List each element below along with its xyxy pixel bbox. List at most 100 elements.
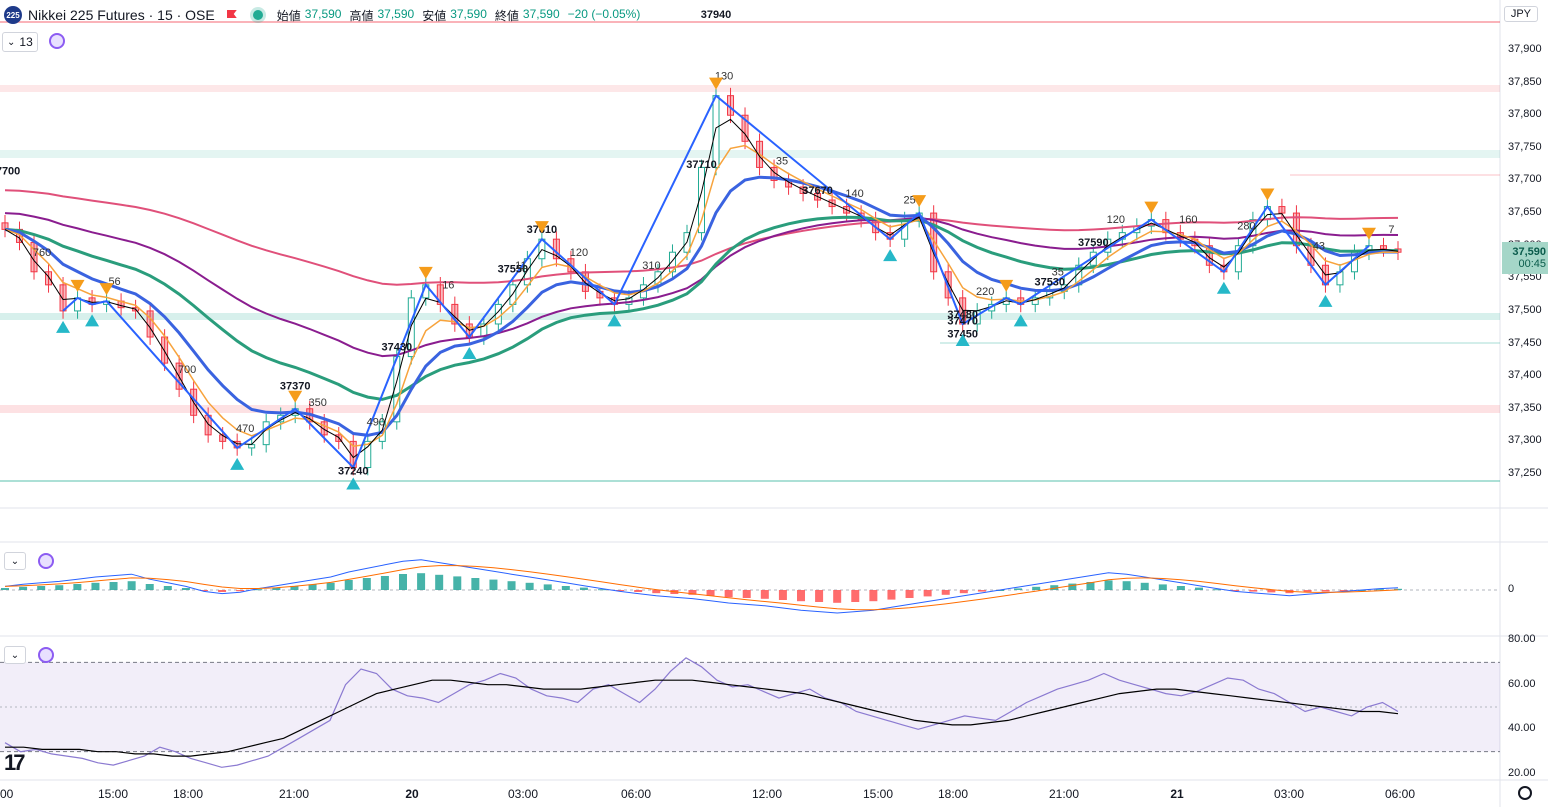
candle-body — [320, 421, 328, 436]
candle-body — [219, 434, 227, 442]
macd-histogram-bar — [1014, 588, 1023, 590]
macd-collapse-button[interactable]: ⌄ — [4, 552, 26, 570]
time-tick-label: 15:00 — [862, 787, 894, 801]
candle-body — [1234, 245, 1242, 273]
sync-icon[interactable] — [38, 553, 54, 569]
buy-signal-icon — [607, 314, 622, 327]
macd-histogram-bar — [1267, 590, 1276, 593]
macd-histogram-bar — [1213, 589, 1222, 591]
macd-histogram-bar — [652, 590, 661, 594]
buy-signal-icon — [883, 249, 898, 262]
swing-label: 35 — [776, 155, 788, 167]
ma-line-teal — [4, 215, 1399, 401]
macd-histogram-bar — [634, 590, 643, 592]
macd-histogram-bar — [579, 587, 588, 590]
macd-histogram-bar — [688, 590, 697, 595]
time-tick-label: 18:00 — [172, 787, 204, 801]
price-tick-label: 37,750 — [1508, 140, 1542, 153]
rsi-ma-line — [5, 679, 1399, 757]
macd-histogram-bar — [923, 590, 932, 597]
indicator-collapse-button[interactable]: ⌄ 13 — [2, 32, 38, 52]
pivot-label: 37430 — [381, 342, 412, 354]
swing-label: 760 — [33, 247, 51, 259]
buy-signal-icon — [56, 320, 71, 333]
sell-signal-icon — [1361, 227, 1376, 240]
macd-histogram-bar — [1032, 586, 1041, 590]
last-price-tag: 37,590 00:45 — [1502, 242, 1548, 274]
swing-label: 700 — [178, 364, 196, 376]
open-label: 始値 — [276, 8, 301, 23]
candle-body — [1379, 245, 1387, 250]
rsi-collapse-button[interactable]: ⌄ — [4, 646, 26, 664]
swing-label: 43 — [1313, 240, 1325, 252]
support-zone — [0, 150, 1500, 158]
price-tick-label: 37,700 — [1508, 173, 1542, 186]
macd-histogram-bar — [435, 574, 444, 590]
price-tick-label: 37,400 — [1508, 369, 1542, 382]
pivot-label: 37550 — [498, 263, 529, 275]
macd-histogram-bar — [73, 584, 82, 590]
close-value: 37,590 — [522, 6, 560, 21]
macd-histogram-bar — [254, 589, 263, 591]
sell-signal-icon — [418, 266, 433, 279]
price-tick-label: 37,800 — [1508, 108, 1542, 121]
macd-histogram-bar — [326, 582, 335, 590]
tradingview-logo-icon[interactable]: 17 — [4, 750, 26, 775]
symbol-logo-icon[interactable]: 225 — [4, 6, 22, 24]
macd-histogram-bar — [109, 582, 118, 590]
currency-selector[interactable]: JPY — [1503, 6, 1538, 22]
sell-signal-icon — [288, 390, 303, 403]
macd-histogram-bar — [778, 590, 787, 600]
flag-icon[interactable] — [227, 9, 237, 21]
swing-label: 11 — [515, 260, 526, 272]
chevron-down-icon: ⌄ — [10, 555, 20, 567]
macd-histogram-bar — [1394, 588, 1402, 590]
price-tick-label: 37,500 — [1508, 303, 1542, 316]
macd-histogram-bar — [399, 574, 407, 590]
macd-histogram-bar — [815, 590, 824, 602]
macd-histogram-bar — [55, 585, 64, 590]
macd-histogram-bar — [760, 590, 769, 599]
macd-histogram-bar — [127, 581, 136, 590]
pivot-label: 37670 — [802, 185, 833, 197]
macd-histogram-bar — [598, 589, 606, 591]
candle-body — [59, 284, 67, 312]
close-label: 終値 — [494, 8, 519, 23]
macd-histogram-bar — [200, 590, 208, 591]
time-tick-label: 03:00 — [507, 787, 539, 801]
macd-histogram-bar — [1158, 584, 1167, 590]
swing-label: 470 — [236, 423, 254, 435]
price-tick-label: 37,250 — [1508, 467, 1542, 479]
time-tick-label: 15:00 — [97, 787, 129, 801]
buy-signal-icon — [230, 457, 245, 470]
ma-line-blue — [4, 175, 1399, 437]
macd-histogram-bar — [1303, 590, 1312, 593]
time-tick-label: 21:00 — [278, 787, 310, 801]
macd-histogram-bar — [1249, 590, 1258, 592]
macd-histogram-bar — [851, 590, 860, 602]
sync-icon[interactable] — [49, 33, 65, 49]
gear-icon[interactable] — [1518, 786, 1532, 800]
swing-label: 120 — [1107, 214, 1125, 226]
low-label: 安値 — [422, 8, 447, 23]
macd-histogram-bar — [1104, 580, 1113, 590]
symbol-title[interactable]: Nikkei 225 Futures · 15 · OSE — [28, 7, 215, 23]
sync-icon[interactable] — [38, 647, 54, 663]
pivot-label: 37480 — [947, 309, 978, 321]
macd-histogram-bar — [1321, 590, 1330, 592]
sell-signal-icon — [99, 283, 114, 296]
candle-body — [712, 95, 720, 168]
macd-histogram-bar — [959, 590, 968, 594]
macd-histogram-bar — [471, 578, 480, 590]
rsi-tick-label: 80.00 — [1508, 633, 1536, 645]
candle-body — [248, 444, 256, 449]
resistance-zone — [0, 85, 1500, 92]
macd-histogram-bar — [163, 586, 172, 590]
swing-label: 140 — [845, 188, 863, 200]
price-tick-label: 37,300 — [1508, 434, 1542, 447]
sell-signal-icon — [709, 77, 724, 90]
time-tick-label: 21:00 — [1048, 787, 1080, 801]
sell-signal-icon — [912, 195, 927, 208]
market-status-icon[interactable] — [252, 10, 263, 20]
